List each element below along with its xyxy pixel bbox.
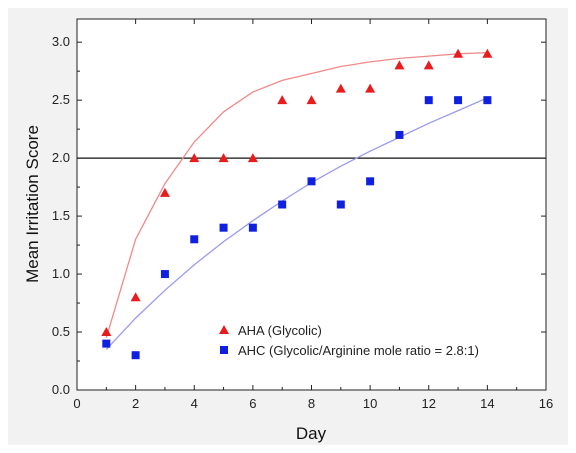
x-tick-label: 8 bbox=[308, 396, 315, 411]
x-tick-label: 6 bbox=[249, 396, 256, 411]
ahc-data-point bbox=[160, 270, 169, 279]
x-tick-label: 12 bbox=[422, 396, 436, 411]
aha-data-point bbox=[335, 83, 346, 93]
aha-data-point bbox=[306, 95, 317, 105]
y-tick-label: 1.0 bbox=[52, 266, 70, 281]
y-axis-title: Mean Irritation Score bbox=[23, 125, 42, 283]
x-tick-label: 2 bbox=[132, 396, 139, 411]
ahc-data-point bbox=[395, 130, 404, 139]
y-tick-label: 0.0 bbox=[52, 382, 70, 397]
aha-data-point bbox=[101, 327, 112, 337]
ahc-data-point bbox=[366, 177, 375, 186]
ahc-data-point bbox=[131, 351, 140, 360]
legend-label-aha: AHA (Glycolic) bbox=[238, 323, 322, 338]
ahc-data-point bbox=[219, 223, 228, 232]
ahc-data-point bbox=[102, 339, 111, 348]
legend: AHA (Glycolic) AHC (Glycolic/Arginine mo… bbox=[219, 323, 479, 358]
ahc-data-point bbox=[307, 177, 316, 186]
aha-data-point bbox=[130, 292, 141, 302]
ahc-data-point bbox=[336, 200, 345, 209]
x-tick-label: 10 bbox=[363, 396, 377, 411]
aha-data-point bbox=[189, 153, 200, 163]
legend-triangle-marker bbox=[219, 325, 229, 334]
aha-data-point bbox=[365, 83, 376, 93]
fit-curve-aha bbox=[105, 51, 488, 338]
ahc-data-point bbox=[424, 96, 433, 105]
aha-data-point bbox=[482, 48, 493, 58]
aha-data-point bbox=[218, 153, 229, 163]
aha-data-point bbox=[453, 48, 464, 58]
ahc-data-point bbox=[248, 223, 257, 232]
data-points bbox=[101, 48, 493, 360]
aha-data-point bbox=[394, 60, 405, 70]
legend-square-marker bbox=[220, 346, 228, 354]
y-tick-label: 0.5 bbox=[52, 324, 70, 339]
y-tick-label: 1.5 bbox=[52, 208, 70, 223]
legend-item-aha: AHA (Glycolic) bbox=[219, 323, 322, 338]
axis-ticks: 0 2 4 6 8 10 12 14 16 0.0 0.5 1.0 1.5 2.0 2.5 3.0 bbox=[52, 19, 553, 411]
ahc-data-point bbox=[454, 96, 463, 105]
ahc-data-point bbox=[278, 200, 287, 209]
fit-curves bbox=[105, 51, 488, 350]
aha-data-point bbox=[423, 60, 434, 70]
legend-label-ahc: AHC (Glycolic/Arginine mole ratio = 2.8:… bbox=[238, 343, 479, 358]
legend-item-ahc: AHC (Glycolic/Arginine mole ratio = 2.8:… bbox=[220, 343, 479, 358]
aha-data-point bbox=[247, 153, 258, 163]
plot-area bbox=[76, 18, 547, 391]
x-axis-title: Day bbox=[296, 424, 327, 443]
x-tick-label: 4 bbox=[191, 396, 198, 411]
y-tick-label: 2.0 bbox=[52, 150, 70, 165]
x-tick-label: 0 bbox=[73, 396, 80, 411]
y-tick-label: 3.0 bbox=[52, 34, 70, 49]
ahc-data-point bbox=[483, 96, 492, 105]
x-tick-label: 14 bbox=[480, 396, 494, 411]
y-tick-label: 2.5 bbox=[52, 92, 70, 107]
aha-data-point bbox=[159, 187, 170, 197]
aha-data-point bbox=[277, 95, 288, 105]
x-tick-label: 16 bbox=[539, 396, 553, 411]
fit-curve-ahc bbox=[105, 97, 488, 350]
ahc-data-point bbox=[190, 235, 199, 244]
